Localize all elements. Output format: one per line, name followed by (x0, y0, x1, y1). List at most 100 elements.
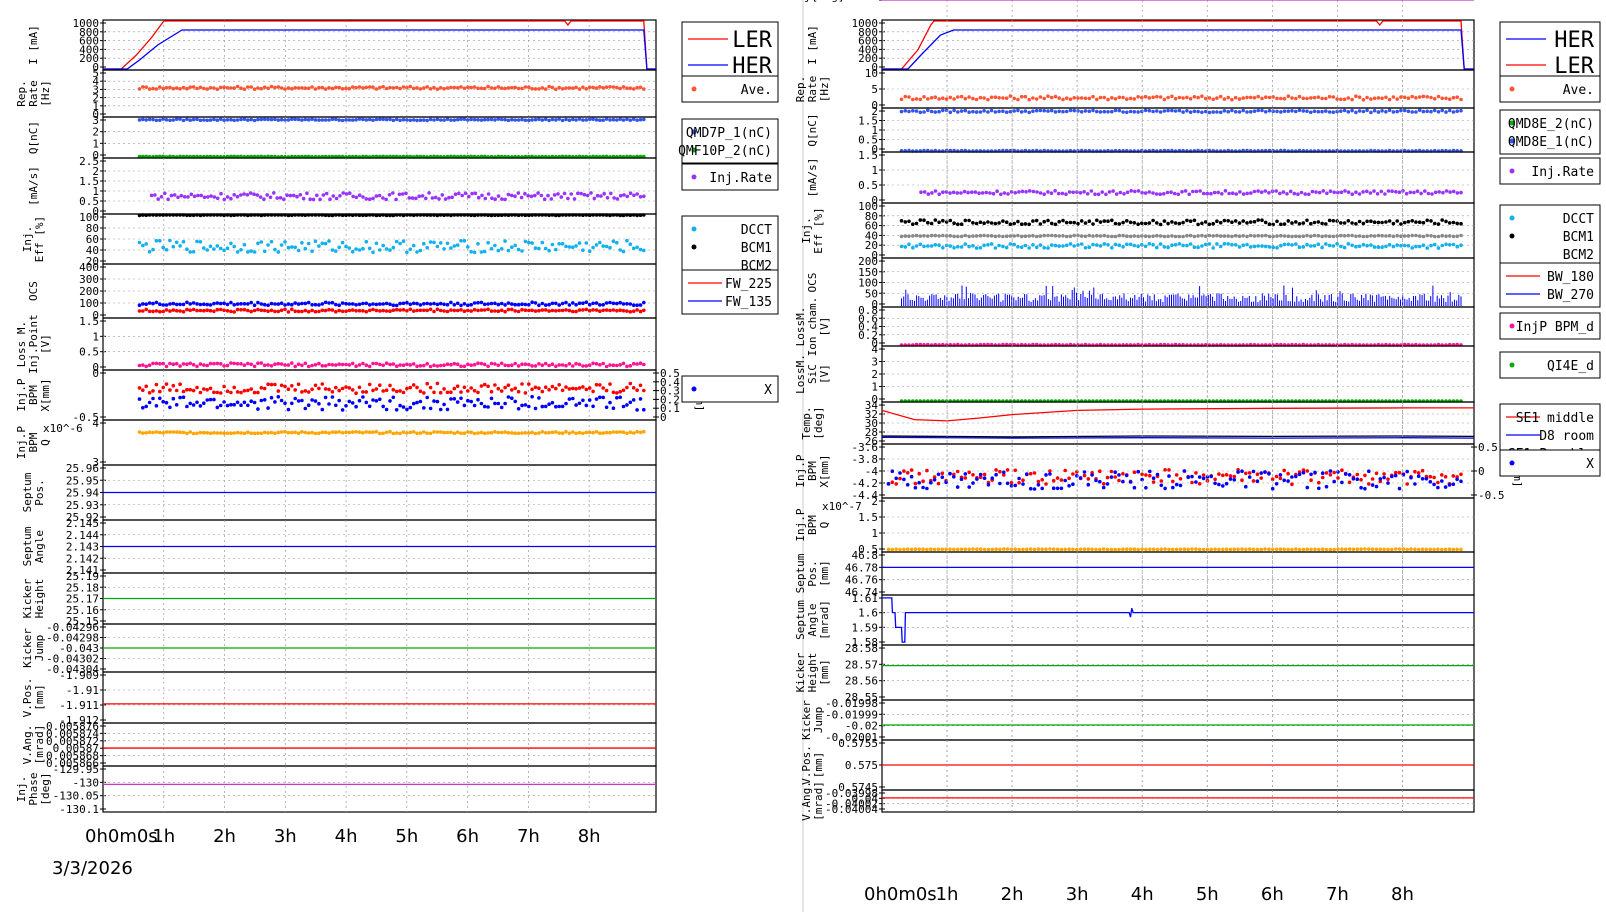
series-point (618, 300, 622, 305)
series-point (232, 244, 236, 249)
series-points-QMD7P_1(nC) (137, 117, 646, 123)
series-point (601, 213, 605, 217)
series-point (537, 87, 541, 91)
series-point (1218, 94, 1223, 99)
series-point (1297, 222, 1302, 226)
series-point (547, 430, 551, 435)
series-point (235, 250, 240, 254)
series-point (1046, 109, 1050, 113)
series-point (482, 382, 487, 387)
series-point (1113, 470, 1117, 475)
series-point (364, 309, 369, 314)
series-point (510, 117, 514, 122)
series-point (1158, 110, 1163, 114)
series-point (1032, 487, 1037, 491)
y-tick-label: 3 (92, 83, 99, 96)
series-point (1019, 94, 1024, 99)
legend-box (1499, 351, 1601, 379)
series-point (948, 244, 953, 248)
series-point (1151, 480, 1156, 484)
series-point (1042, 96, 1046, 101)
series-point (388, 383, 392, 388)
series-point (276, 309, 281, 314)
series-point (222, 431, 226, 436)
series-point (1340, 547, 1344, 551)
series-point (1025, 547, 1029, 552)
series-point (1369, 148, 1373, 153)
series-point (357, 430, 362, 435)
series-point (1105, 547, 1110, 552)
series-point (1076, 221, 1080, 226)
series-point (978, 95, 983, 100)
series-point (1040, 486, 1044, 491)
series-point (486, 307, 490, 312)
series-point (1443, 475, 1448, 479)
y-tick-label: 60 (86, 233, 99, 246)
series-point (1064, 220, 1069, 225)
legend-swatch (1509, 168, 1515, 174)
series-point (929, 233, 934, 238)
series-point (286, 387, 291, 392)
series-point (911, 234, 915, 238)
series-point (1382, 472, 1386, 476)
series-point (1369, 219, 1373, 223)
series-points-loss (137, 361, 646, 369)
series-point (397, 192, 402, 197)
series-point (1162, 109, 1167, 113)
series-point (279, 430, 284, 434)
series-point (1051, 547, 1056, 552)
series-point (354, 404, 358, 409)
series-point (1143, 108, 1148, 113)
series-point (246, 403, 250, 408)
series-point (635, 303, 639, 308)
series-point (1346, 219, 1351, 223)
y-axis-label: V.Pos. (800, 745, 813, 785)
series-point (462, 309, 467, 314)
series-point (208, 118, 213, 122)
series-point (445, 86, 450, 90)
series-point (540, 404, 545, 409)
y-tick-label: 0 (871, 61, 878, 74)
series-point (394, 307, 399, 312)
series-point (543, 246, 548, 251)
series-point (486, 240, 490, 245)
series-point (202, 86, 206, 91)
series-point (520, 362, 524, 367)
series-point (1147, 242, 1152, 246)
series-point (400, 192, 405, 196)
series-point (967, 485, 971, 489)
series-point (975, 547, 979, 551)
y-tick-label: 25.95 (66, 474, 99, 487)
series-point (631, 398, 636, 402)
series-point (1181, 234, 1185, 239)
series-point (1222, 234, 1227, 238)
y-axis-label: BPM (27, 385, 40, 405)
series-point (1044, 482, 1048, 486)
series-point (1012, 109, 1016, 113)
legend-box (681, 215, 779, 279)
series-point (911, 109, 915, 113)
series-point (1182, 469, 1187, 473)
y-tick-label: -130.05 (53, 790, 99, 803)
series-point (347, 430, 352, 435)
series-point (1275, 219, 1279, 224)
series-point (971, 547, 975, 551)
y-tick-label: 20 (865, 239, 878, 252)
series-point (937, 192, 941, 196)
series-point (364, 363, 369, 368)
series-point (1365, 189, 1369, 194)
series-point (625, 302, 629, 306)
series-point (151, 213, 155, 217)
series-point (625, 86, 629, 90)
series-point (303, 246, 308, 251)
series-point (1301, 96, 1306, 101)
series-point (415, 385, 419, 390)
series-point (914, 244, 919, 248)
series-point (536, 191, 540, 195)
series-point (188, 85, 192, 89)
legend-label: BW_270 (1547, 288, 1594, 303)
series-point (1215, 233, 1219, 238)
legend-label: FW_135 (725, 295, 772, 310)
series-point (1228, 477, 1233, 481)
series-point (1339, 233, 1343, 238)
